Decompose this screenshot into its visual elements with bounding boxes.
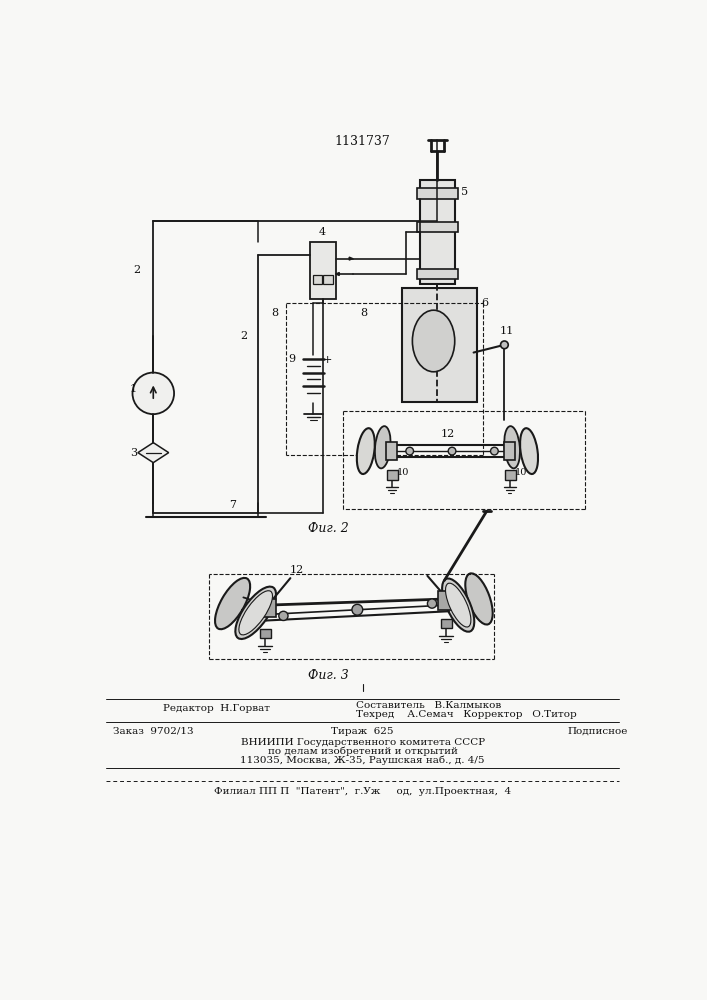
Ellipse shape [465,573,493,625]
Ellipse shape [504,426,520,468]
Ellipse shape [215,578,250,629]
Text: 1131737: 1131737 [335,135,390,148]
Bar [262,599,276,617]
Polygon shape [138,443,169,463]
Ellipse shape [445,583,471,627]
Bar [504,442,515,460]
Bar [260,629,271,638]
Text: Филиал ПП П  "Патент",  г.Уж     од,  ул.Проектная,  4: Филиал ПП П "Патент", г.Уж од, ул.Проект… [214,787,511,796]
Ellipse shape [520,428,538,474]
Circle shape [501,341,508,349]
Text: 10: 10 [515,468,527,477]
Bar [416,188,458,199]
Ellipse shape [412,310,455,372]
Bar [441,619,452,628]
Ellipse shape [357,428,375,474]
Text: 6: 6 [481,298,489,308]
Text: 12: 12 [289,565,303,575]
Text: Тираж  625: Тираж 625 [332,727,394,736]
Text: Фиг. 3: Фиг. 3 [308,669,349,682]
Bar [416,269,458,279]
Text: Фиг. 2: Фиг. 2 [308,522,349,535]
Text: 2: 2 [240,331,247,341]
Text: 2: 2 [133,265,140,275]
Bar [387,470,398,480]
Text: 11: 11 [500,326,514,336]
Text: Заказ  9702/13: Заказ 9702/13 [113,727,194,736]
Text: 9: 9 [288,354,296,364]
Text: 1: 1 [129,384,137,394]
Bar [438,591,452,610]
Text: Составитель   В.Калмыков: Составитель В.Калмыков [356,701,501,710]
Text: +: + [322,355,332,365]
Circle shape [428,599,437,608]
Text: 8: 8 [271,308,279,318]
Circle shape [352,604,363,615]
Text: 113035, Москва, Ж-35, Раушская наб., д. 4/5: 113035, Москва, Ж-35, Раушская наб., д. … [240,756,485,765]
Bar [310,242,336,299]
Bar [420,180,455,284]
Bar [506,470,516,480]
Text: 3: 3 [131,448,138,458]
Polygon shape [349,257,353,260]
Text: по делам изобретений и открытий: по делам изобретений и открытий [268,747,457,756]
Text: 8: 8 [360,308,367,318]
Circle shape [491,447,498,455]
Text: ВНИИПИ Государственного комитета СССР: ВНИИПИ Государственного комитета СССР [240,738,485,747]
Ellipse shape [442,578,474,632]
Text: 5: 5 [461,187,468,197]
Polygon shape [336,273,339,275]
Text: Техред    А.Семач   Корректор   О.Титор: Техред А.Семач Корректор О.Титор [356,710,576,719]
Bar [416,222,458,232]
Ellipse shape [239,591,272,635]
Text: 4: 4 [319,227,326,237]
Bar [386,442,397,460]
Circle shape [279,611,288,620]
Bar [312,275,322,284]
Bar [402,288,477,402]
Text: 12: 12 [441,429,455,439]
Ellipse shape [235,587,276,639]
Ellipse shape [375,426,391,468]
Text: 7: 7 [229,500,236,510]
Text: Редактор  Н.Горват: Редактор Н.Горват [163,704,270,713]
Circle shape [132,373,174,414]
Circle shape [448,447,456,455]
Circle shape [406,447,414,455]
Bar [324,275,333,284]
Text: Подписное: Подписное [568,727,628,736]
Text: 10: 10 [397,468,409,477]
